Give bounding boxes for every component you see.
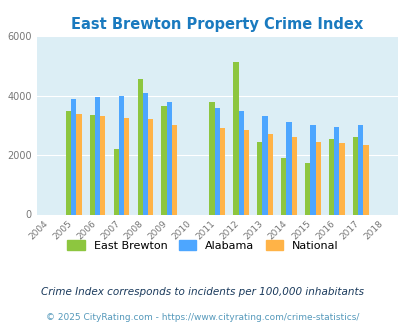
Bar xyxy=(339,143,344,214)
Title: East Brewton Property Crime Index: East Brewton Property Crime Index xyxy=(71,17,362,32)
Bar xyxy=(357,125,362,214)
Bar xyxy=(119,96,124,214)
Bar xyxy=(214,108,219,214)
Bar xyxy=(161,106,166,214)
Bar xyxy=(291,137,296,214)
Bar xyxy=(113,149,119,214)
Bar xyxy=(333,127,339,214)
Bar xyxy=(280,158,286,214)
Bar xyxy=(328,139,333,214)
Bar xyxy=(304,163,309,214)
Bar xyxy=(100,116,105,214)
Bar xyxy=(256,142,262,214)
Bar xyxy=(262,116,267,214)
Bar xyxy=(71,99,76,214)
Bar xyxy=(243,130,248,214)
Text: Crime Index corresponds to incidents per 100,000 inhabitants: Crime Index corresponds to incidents per… xyxy=(41,287,364,297)
Bar xyxy=(362,145,368,214)
Bar xyxy=(90,115,95,214)
Bar xyxy=(315,142,320,214)
Bar xyxy=(76,114,81,214)
Bar xyxy=(166,102,172,214)
Bar xyxy=(95,97,100,214)
Bar xyxy=(148,119,153,214)
Bar xyxy=(209,102,214,214)
Legend: East Brewton, Alabama, National: East Brewton, Alabama, National xyxy=(62,236,343,255)
Bar xyxy=(286,122,291,214)
Bar xyxy=(137,80,143,214)
Bar xyxy=(232,61,238,214)
Bar xyxy=(238,111,243,214)
Bar xyxy=(66,111,71,214)
Text: © 2025 CityRating.com - https://www.cityrating.com/crime-statistics/: © 2025 CityRating.com - https://www.city… xyxy=(46,313,359,322)
Bar xyxy=(219,128,224,214)
Bar xyxy=(309,125,315,214)
Bar xyxy=(352,137,357,214)
Bar xyxy=(267,134,272,214)
Bar xyxy=(172,125,177,214)
Bar xyxy=(143,93,148,214)
Bar xyxy=(124,118,129,214)
